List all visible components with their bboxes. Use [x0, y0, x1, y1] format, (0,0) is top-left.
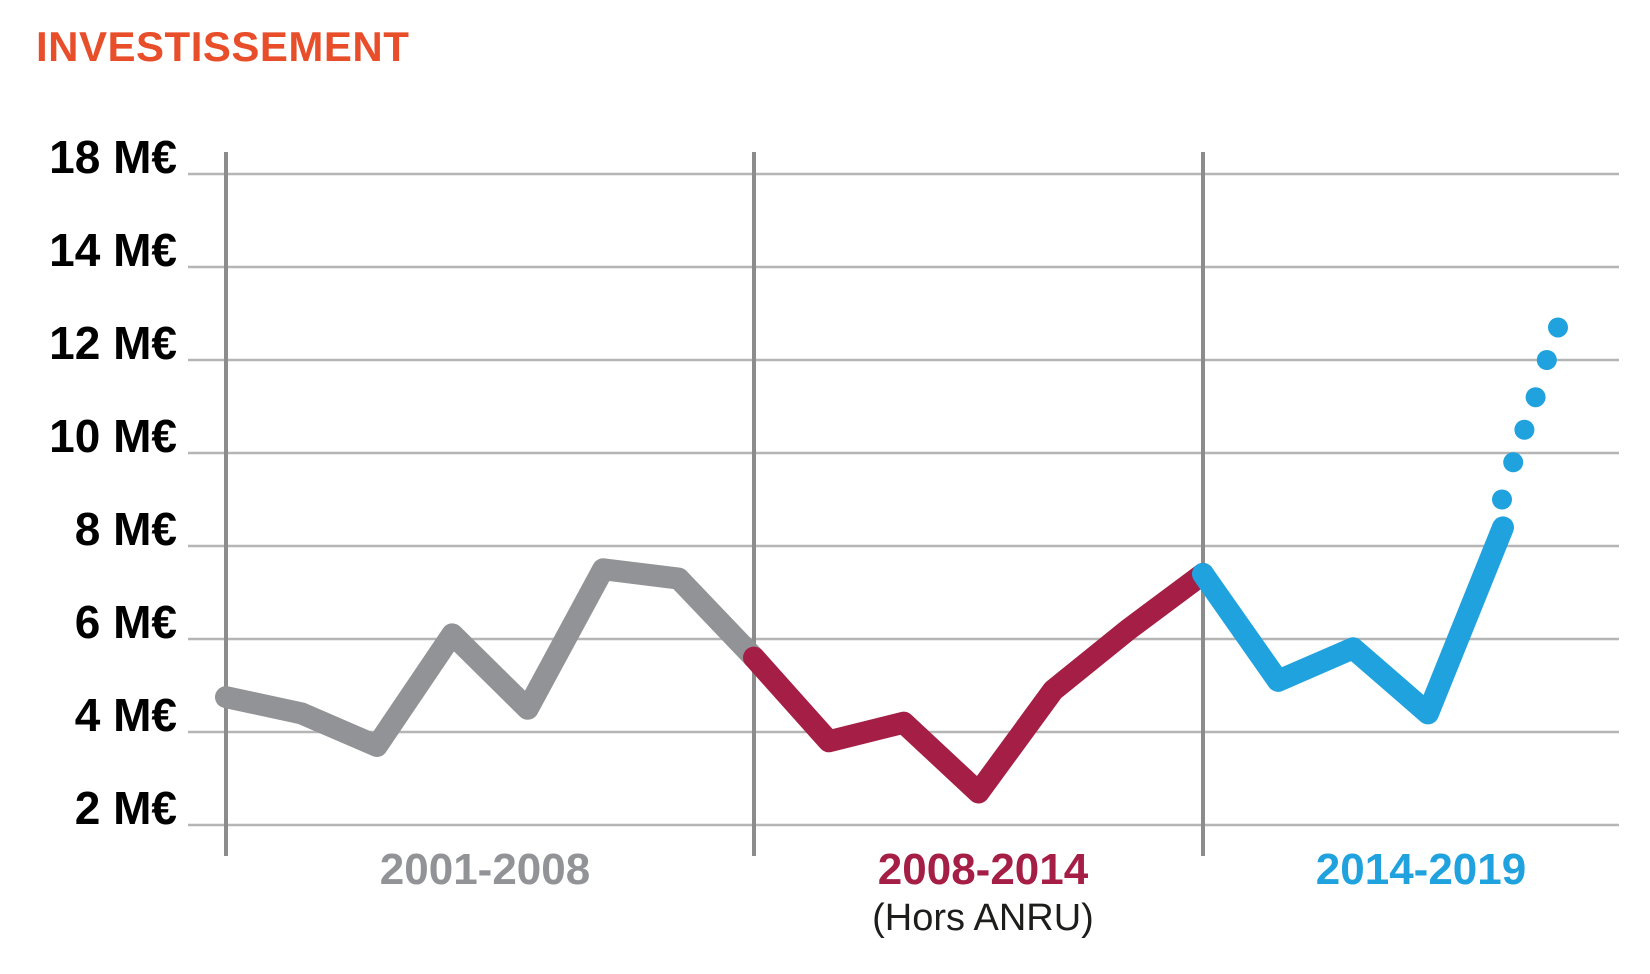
projection-dot: [1548, 317, 1568, 338]
x-section-label-2014-2019: 2014-2019: [1316, 845, 1526, 894]
projection-dot: [1492, 489, 1512, 510]
series-line-2014-2019: [1192, 516, 1514, 725]
projection-dot: [1514, 419, 1535, 440]
x-section-label-2008-2014: 2008-2014: [878, 845, 1089, 894]
chart-title: INVESTISSEMENT: [36, 23, 410, 70]
y-tick-label: 12 M€: [49, 317, 177, 369]
x-section-label-2001-2008: 2001-2008: [380, 845, 590, 894]
y-tick-label: 10 M€: [49, 410, 177, 462]
y-tick-label: 14 M€: [49, 224, 177, 276]
projection-dot: [1525, 387, 1546, 408]
y-tick-label: 8 M€: [75, 503, 177, 555]
y-tick-label: 6 M€: [75, 596, 177, 648]
series-line-2008-2014: [743, 562, 1214, 804]
x-section-sublabel-2008-2014: (Hors ANRU): [872, 897, 1094, 939]
projection-dot: [1536, 350, 1557, 370]
y-tick-label: 2 M€: [75, 782, 177, 834]
y-tick-label: 18 M€: [49, 131, 177, 183]
projection-dot: [1503, 452, 1524, 473]
series-line-2001-2008: [215, 558, 765, 757]
y-tick-label: 4 M€: [75, 689, 177, 741]
